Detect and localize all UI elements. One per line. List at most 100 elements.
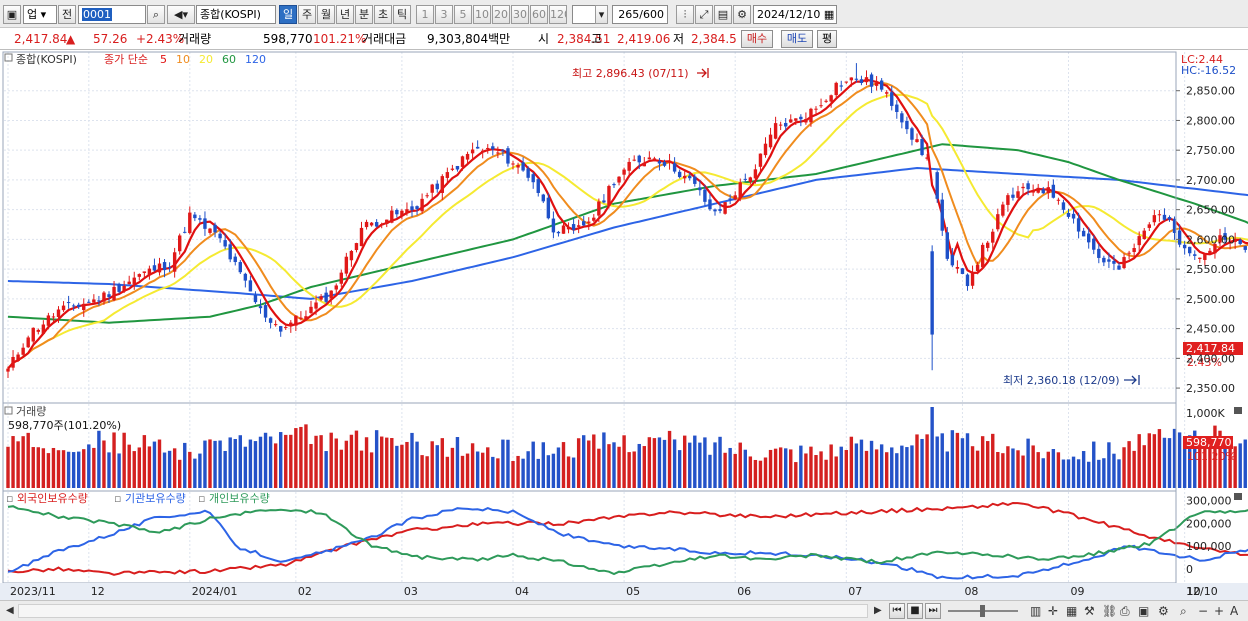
- interval-button-30[interactable]: 30: [511, 5, 529, 24]
- candle-body: [324, 292, 328, 302]
- speaker-icon[interactable]: ◀▾: [167, 5, 195, 24]
- gear-icon[interactable]: ⚙: [733, 5, 751, 24]
- candle-body: [61, 305, 66, 311]
- candle-body: [1001, 204, 1005, 216]
- zoom-search-icon[interactable]: ⌕: [1180, 604, 1187, 618]
- holdings-pane-close-icon[interactable]: [1234, 493, 1242, 500]
- pane-toggle-icon[interactable]: [4, 53, 13, 62]
- indicator-icon[interactable]: ⫶: [676, 5, 694, 24]
- volume-bar: [1056, 452, 1061, 488]
- candle-body: [26, 337, 30, 348]
- ma-line-120: [7, 166, 1248, 300]
- ma-legend-120: 120: [245, 53, 266, 66]
- link-icon[interactable]: ⛓: [1102, 604, 1118, 618]
- period-button-5[interactable]: 초: [374, 5, 392, 24]
- scroll-left-icon[interactable]: ◀: [6, 605, 14, 616]
- candle-body: [304, 316, 308, 320]
- image-icon[interactable]: ▣: [1138, 604, 1150, 618]
- interval-button-5[interactable]: 5: [454, 5, 472, 24]
- volume-pane-toggle-icon[interactable]: [4, 406, 13, 415]
- period-button-4[interactable]: 분: [355, 5, 373, 24]
- interval-dropdown-icon[interactable]: ▾: [595, 5, 608, 24]
- volume-pane-close-icon[interactable]: [1234, 407, 1242, 414]
- volume-bar: [304, 424, 308, 488]
- price-tick-label: 2,700.00: [1186, 174, 1235, 187]
- interval-button-3[interactable]: 3: [435, 5, 453, 24]
- sell-button[interactable]: 매도: [781, 30, 813, 48]
- grid-toggle-icon[interactable]: ▦: [1066, 604, 1078, 618]
- count-field[interactable]: 265/600: [612, 5, 668, 24]
- candle-body: [1097, 248, 1101, 258]
- scroll-right-icon[interactable]: ▶: [874, 605, 882, 616]
- candle-body: [167, 266, 172, 268]
- ma-legend-10: 10: [176, 53, 190, 66]
- x-axis-band: [0, 583, 1248, 600]
- candle-body: [758, 153, 763, 167]
- volume-bar: [864, 450, 869, 488]
- candle-body: [677, 171, 682, 178]
- candle-body: [112, 286, 116, 301]
- volume-bar: [1137, 434, 1141, 488]
- horizontal-scrollbar[interactable]: [18, 604, 868, 618]
- rewind-icon[interactable]: ⏮: [889, 603, 905, 619]
- chart-area[interactable]: 종합(KOSPI) 종가 단순 5 10 20 60 120 LC:2.44 HC:-1…: [0, 50, 1248, 600]
- volume-bar: [188, 451, 192, 488]
- font-size-icon[interactable]: A: [1230, 604, 1239, 618]
- x-axis-label: 09: [1071, 585, 1085, 598]
- candle-body: [1122, 257, 1126, 269]
- save-icon[interactable]: ▤: [714, 5, 732, 24]
- layout-icon[interactable]: ▣: [3, 5, 21, 24]
- search-icon[interactable]: ⌕: [147, 5, 165, 24]
- candle-body: [51, 316, 56, 318]
- zoom-out-icon[interactable]: −: [1198, 604, 1209, 618]
- zoom-in-icon[interactable]: +: [1214, 604, 1225, 618]
- chart-type-icon[interactable]: ▥: [1030, 604, 1042, 618]
- candle-body: [652, 158, 657, 160]
- last-price-tag-text: 2,417.84: [1186, 342, 1235, 355]
- candle-body: [1142, 230, 1146, 240]
- candle-body: [470, 149, 475, 154]
- candle-body: [804, 118, 808, 123]
- interval-button-10[interactable]: 10: [473, 5, 491, 24]
- candle-body: [369, 222, 374, 226]
- candle-body: [693, 176, 697, 184]
- period-button-2[interactable]: 월: [317, 5, 335, 24]
- candle-body: [289, 322, 293, 327]
- print-icon[interactable]: ⎙: [1120, 604, 1130, 618]
- settings-icon[interactable]: ⚙: [1158, 604, 1169, 618]
- candle-body: [895, 104, 899, 113]
- candle-body: [1213, 243, 1217, 254]
- interval-button-20[interactable]: 20: [492, 5, 510, 24]
- tools-icon[interactable]: ⚒: [1084, 604, 1095, 618]
- volume-bar: [1228, 442, 1232, 488]
- buy-button[interactable]: 매수: [741, 30, 773, 48]
- open-label: 시: [538, 32, 550, 46]
- code-input[interactable]: 0001: [78, 5, 146, 24]
- period-button-6[interactable]: 틱: [393, 5, 411, 24]
- candle-body: [597, 201, 601, 216]
- market-select[interactable]: 업 ▾: [23, 5, 57, 24]
- holdings-legend-2: 개인보유수량: [209, 492, 270, 505]
- forward-icon[interactable]: ⏭: [925, 603, 941, 619]
- candle-body: [698, 187, 702, 191]
- period-button-0[interactable]: 일: [279, 5, 297, 24]
- volume-bar: [1142, 445, 1146, 488]
- prev-button[interactable]: 전: [58, 5, 76, 24]
- date-field[interactable]: 2024/12/10 ▦: [753, 5, 837, 24]
- stop-icon[interactable]: ■: [907, 603, 923, 619]
- volume-bar: [986, 441, 990, 488]
- avg-button[interactable]: 평: [817, 30, 837, 48]
- interval-button-60[interactable]: 60: [530, 5, 548, 24]
- volume-label: 거래량: [178, 32, 212, 46]
- interval-button-1[interactable]: 1: [416, 5, 434, 24]
- volume-bar: [122, 432, 126, 488]
- candle-body: [905, 121, 909, 130]
- period-button-3[interactable]: 년: [336, 5, 354, 24]
- crosshair-icon[interactable]: ✛: [1048, 604, 1059, 618]
- interval-button-120[interactable]: 120: [549, 5, 567, 24]
- volume-bar: [71, 452, 76, 488]
- draw-tool-icon[interactable]: ⤢: [695, 5, 713, 24]
- period-button-1[interactable]: 주: [298, 5, 316, 24]
- zoom-slider-handle[interactable]: [980, 605, 985, 617]
- volume-bar: [879, 444, 884, 488]
